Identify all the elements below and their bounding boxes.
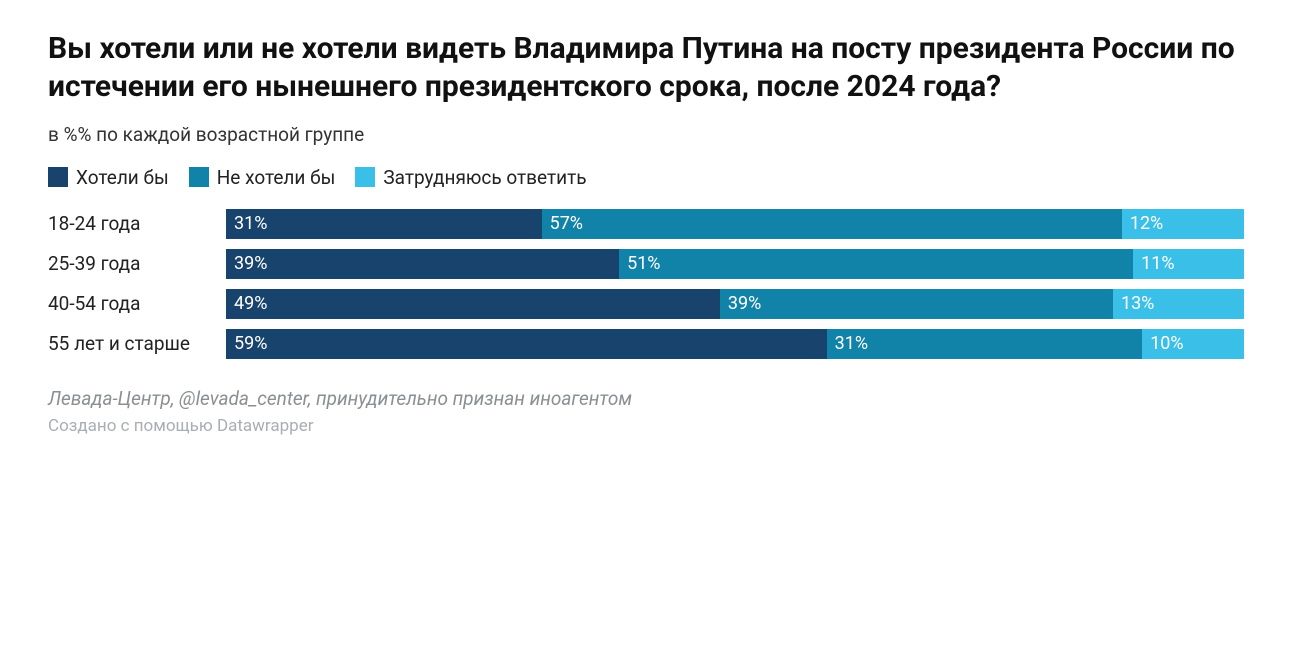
bar-segment-dk: 12% — [1122, 209, 1244, 239]
bar-segment-notwant: 51% — [619, 249, 1133, 279]
legend-label: Затрудняюсь ответить — [383, 166, 586, 189]
stacked-bar: 31%57%12% — [226, 209, 1244, 239]
legend-label: Хотели бы — [76, 166, 169, 189]
legend-swatch-notwant — [189, 167, 209, 187]
bar-segment-want: 31% — [226, 209, 542, 239]
bar-segment-dk: 11% — [1133, 249, 1244, 279]
bar-segment-want: 59% — [226, 329, 827, 359]
bar-segment-want: 39% — [226, 249, 619, 279]
stacked-bar: 49%39%13% — [226, 289, 1244, 319]
legend-item-notwant: Не хотели бы — [189, 166, 336, 189]
legend-label: Не хотели бы — [217, 166, 336, 189]
row-label: 55 лет и старше — [48, 332, 226, 355]
row-label: 25-39 года — [48, 252, 226, 275]
footer-source: Левада-Центр, @levada_center, принудител… — [48, 387, 1244, 410]
legend-item-want: Хотели бы — [48, 166, 169, 189]
chart-legend: Хотели бы Не хотели бы Затрудняюсь ответит… — [48, 166, 1244, 189]
bar-segment-want: 49% — [226, 289, 720, 319]
bar-segment-notwant: 39% — [720, 289, 1113, 319]
chart-title: Вы хотели или не хотели видеть Владимира… — [48, 30, 1244, 107]
stacked-bar: 39%51%11% — [226, 249, 1244, 279]
chart-subtitle: в %% по каждой возрастной группе — [48, 123, 1244, 146]
row-label: 18-24 года — [48, 212, 226, 235]
chart-row: 40-54 года49%39%13% — [48, 289, 1244, 319]
stacked-bar: 59%31%10% — [226, 329, 1244, 359]
footer-credit: Создано с помощью Datawrapper — [48, 416, 1244, 436]
bar-segment-notwant: 57% — [542, 209, 1122, 239]
legend-item-dk: Затрудняюсь ответить — [355, 166, 586, 189]
chart-footer: Левада-Центр, @levada_center, принудител… — [48, 387, 1244, 436]
row-label: 40-54 года — [48, 292, 226, 315]
bar-segment-notwant: 31% — [827, 329, 1143, 359]
chart-row: 25-39 года39%51%11% — [48, 249, 1244, 279]
chart-row: 18-24 года31%57%12% — [48, 209, 1244, 239]
legend-swatch-dk — [355, 167, 375, 187]
bar-segment-dk: 13% — [1113, 289, 1244, 319]
legend-swatch-want — [48, 167, 68, 187]
bar-segment-dk: 10% — [1142, 329, 1244, 359]
chart-row: 55 лет и старше59%31%10% — [48, 329, 1244, 359]
chart-container: Вы хотели или не хотели видеть Владимира… — [0, 0, 1292, 468]
chart-rows: 18-24 года31%57%12%25-39 года39%51%11%40… — [48, 209, 1244, 359]
